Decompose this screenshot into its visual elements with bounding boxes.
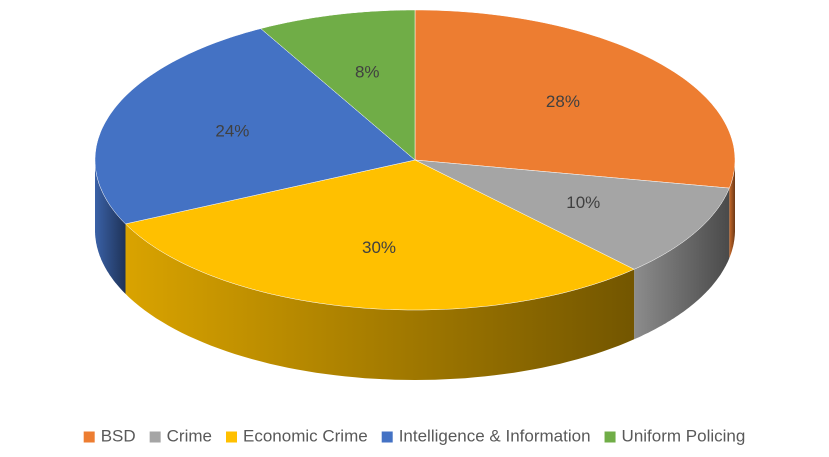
- legend-swatch: [226, 431, 237, 443]
- legend-label: Intelligence & Information: [399, 426, 591, 445]
- slice-side: [95, 160, 126, 294]
- legend-swatch: [381, 431, 393, 443]
- slice: [94, 28, 416, 225]
- slice: [260, 9, 416, 161]
- slice-label: 10%: [566, 193, 600, 212]
- legend-label: Economic Crime: [243, 426, 368, 445]
- slice: [124, 159, 635, 311]
- slice: [414, 9, 736, 189]
- slice: [414, 159, 730, 270]
- legend-swatch: [604, 431, 616, 443]
- slice-label: 30%: [362, 238, 396, 257]
- slice-label: 28%: [546, 92, 580, 111]
- legend-label: BSD: [101, 426, 136, 445]
- slice-side: [634, 188, 730, 340]
- legend-swatch: [149, 431, 161, 443]
- slice-label: 24%: [215, 122, 249, 141]
- slice-side: [125, 223, 635, 380]
- legend-label: Crime: [167, 426, 212, 445]
- legend-label: Uniform Policing: [622, 426, 746, 445]
- legend-swatch: [83, 431, 95, 443]
- slice-label: 8%: [355, 62, 380, 81]
